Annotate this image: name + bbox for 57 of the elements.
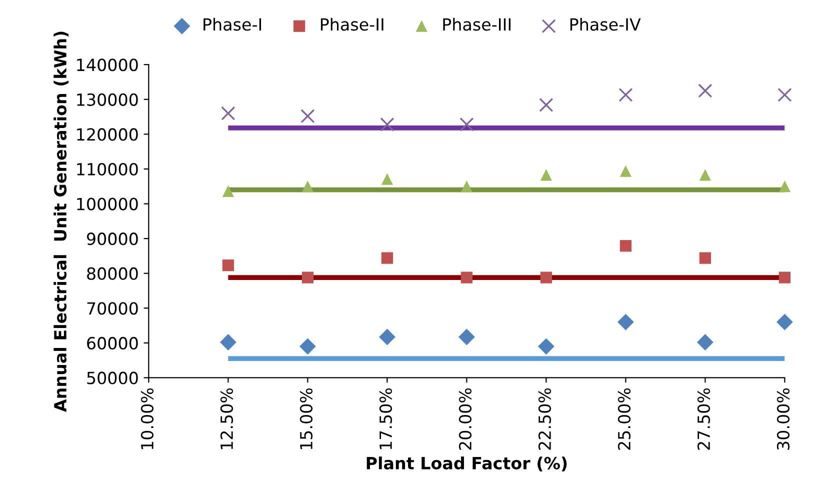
y-tick-label: 80000 [87, 267, 138, 280]
legend-label: Phase-I [204, 18, 262, 31]
point [222, 185, 234, 198]
point [776, 314, 793, 330]
point [778, 180, 791, 192]
point [538, 338, 554, 355]
point [381, 252, 393, 264]
point [458, 328, 475, 346]
point [302, 272, 314, 284]
point [696, 334, 714, 350]
point [300, 109, 315, 124]
y-tick-label: 140000 [77, 58, 138, 72]
point [620, 240, 632, 252]
legend-label: Phase-II [320, 18, 384, 31]
legend-label: Phase-III [443, 18, 510, 31]
point [698, 84, 712, 98]
x-tick-label: 12.50% [220, 388, 234, 450]
point [381, 173, 393, 185]
point [460, 180, 472, 192]
point [221, 106, 236, 120]
point [539, 98, 554, 112]
x-axis-title: Plant Load Factor (%) [366, 456, 567, 472]
point [460, 117, 474, 132]
point [617, 314, 634, 330]
point [620, 165, 632, 177]
point [699, 252, 712, 264]
legend-label: Phase-IV [570, 18, 641, 31]
point [460, 272, 472, 284]
point [378, 328, 396, 346]
x-tick-label: 25.00% [618, 388, 631, 450]
point [220, 334, 236, 350]
point [699, 169, 712, 181]
x-tick-label: 20.00% [458, 388, 472, 450]
point [222, 260, 234, 272]
x-tick-label: 30.00% [776, 388, 790, 450]
point [778, 272, 791, 284]
y-tick-label: 50000 [87, 372, 138, 384]
x-tick-label: 10.00% [140, 388, 154, 450]
y-tick-label: 90000 [86, 232, 138, 246]
y-tick-label: 60000 [87, 336, 138, 350]
point [380, 117, 394, 132]
point [540, 272, 552, 284]
point [778, 88, 792, 102]
y-tick-label: 100000 [77, 198, 138, 210]
y-tick-label: 120000 [77, 128, 138, 141]
x-tick-label: 27.50% [697, 388, 710, 450]
x-tick-label: 22.50% [538, 388, 552, 450]
y-axis-title: Annual Electrical Unit Generation (kWh) [54, 32, 69, 412]
y-tick-label: 70000 [87, 302, 138, 315]
point [302, 180, 314, 192]
point [540, 169, 552, 181]
point [618, 88, 633, 102]
point [299, 338, 316, 355]
y-tick-label: 130000 [77, 93, 138, 106]
y-tick-label: 110000 [77, 162, 138, 176]
x-tick-label: 17.50% [379, 388, 392, 450]
x-tick-label: 15.00% [300, 388, 313, 450]
